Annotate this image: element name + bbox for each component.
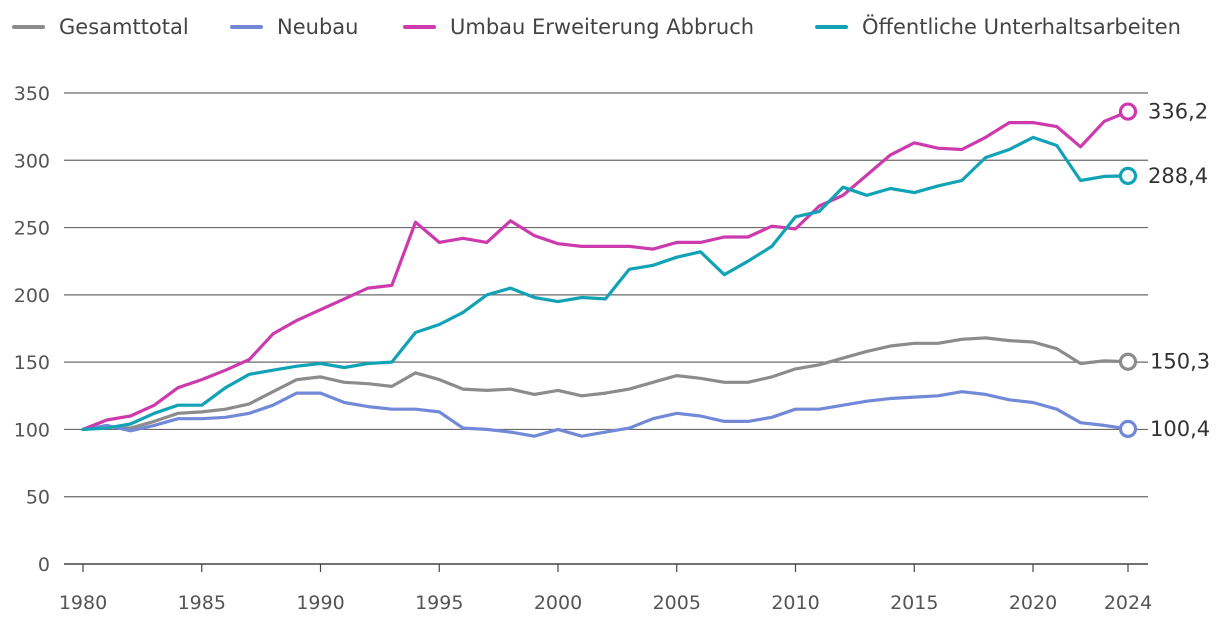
y-tick-label-200: 200 — [14, 285, 50, 307]
x-tick-label-1990: 1990 — [296, 592, 344, 614]
series-endpoint-marker-3 — [1118, 166, 1138, 185]
y-tick-label-350: 350 — [14, 83, 50, 105]
x-tick-label-1995: 1995 — [415, 592, 463, 614]
series-line-3 — [81, 135, 1130, 431]
y-tick-label-300: 300 — [14, 150, 50, 172]
x-tick-label-1980: 1980 — [59, 592, 107, 614]
series-endpoint-marker-1 — [1118, 419, 1138, 438]
x-axis: 1980 1985 1990 1995 2000 2005 2010 2015 2020 2024 — [59, 564, 1152, 614]
series-end-label-1: 100,4 — [1150, 417, 1210, 441]
y-tick-label-50: 50 — [26, 487, 50, 509]
series-line-0 — [81, 336, 1130, 431]
x-tick-label-2010: 2010 — [771, 592, 819, 614]
series-end-label-2: 336,2 — [1148, 100, 1208, 124]
y-tick-label-150: 150 — [14, 352, 50, 374]
legend-label-1: Neubau — [277, 15, 358, 39]
series-end-label-3: 288,4 — [1148, 164, 1208, 188]
x-tick-label-2015: 2015 — [890, 592, 938, 614]
series-endpoint-marker-0 — [1118, 352, 1138, 371]
x-tick-label-2005: 2005 — [653, 592, 701, 614]
legend-label-0: Gesamttotal — [59, 15, 189, 39]
series-endpoints: 150,3 100,4 336,2 288,4 — [1118, 100, 1210, 441]
x-tick-label-2020: 2020 — [1009, 592, 1057, 614]
x-tick-label-1985: 1985 — [178, 592, 226, 614]
y-tick-label-0: 0 — [38, 554, 50, 576]
y-tick-label-100: 100 — [14, 419, 50, 441]
legend: Gesamttotal Neubau Umbau Erweiterung Abbru… — [12, 14, 1181, 39]
series-end-label-0: 150,3 — [1150, 350, 1210, 374]
series-lines — [81, 109, 1130, 438]
series-line-1 — [81, 390, 1130, 438]
x-tick-label-2024: 2024 — [1104, 592, 1152, 614]
legend-label-2: Umbau Erweiterung Abbruch — [450, 15, 754, 39]
x-tick-label-2000: 2000 — [534, 592, 582, 614]
y-tick-label-250: 250 — [14, 218, 50, 240]
y-axis: 0 50 100 150 200 250 300 350 — [14, 83, 50, 576]
series-endpoint-marker-2 — [1118, 102, 1138, 121]
gridlines — [64, 92, 1148, 565]
series-line-2 — [81, 109, 1130, 431]
legend-label-3: Öffentliche Unterhaltsarbeiten — [862, 14, 1181, 39]
